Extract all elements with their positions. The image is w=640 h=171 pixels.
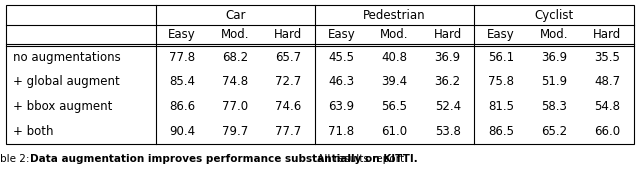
Text: 75.8: 75.8 <box>488 75 514 88</box>
Text: 35.5: 35.5 <box>594 51 620 64</box>
Text: Hard: Hard <box>275 28 303 41</box>
Text: 54.8: 54.8 <box>594 100 620 113</box>
Text: 53.8: 53.8 <box>435 125 461 138</box>
Text: 85.4: 85.4 <box>169 75 195 88</box>
Text: 65.7: 65.7 <box>275 51 301 64</box>
Text: 58.3: 58.3 <box>541 100 567 113</box>
Text: 40.8: 40.8 <box>381 51 408 64</box>
Text: 86.5: 86.5 <box>488 125 514 138</box>
Text: Car: Car <box>225 9 246 22</box>
Text: 79.7: 79.7 <box>222 125 248 138</box>
Text: ble 2:: ble 2: <box>0 154 33 164</box>
Text: 71.8: 71.8 <box>328 125 355 138</box>
Text: 45.5: 45.5 <box>328 51 355 64</box>
Text: Cyclist: Cyclist <box>534 9 573 22</box>
Text: 63.9: 63.9 <box>328 100 355 113</box>
Text: Hard: Hard <box>593 28 621 41</box>
Text: 56.1: 56.1 <box>488 51 514 64</box>
Text: + bbox augment: + bbox augment <box>13 100 112 113</box>
Text: 36.9: 36.9 <box>435 51 461 64</box>
Text: Easy: Easy <box>487 28 515 41</box>
Text: 66.0: 66.0 <box>594 125 620 138</box>
Text: 36.2: 36.2 <box>435 75 461 88</box>
Text: 56.5: 56.5 <box>381 100 408 113</box>
Text: 77.0: 77.0 <box>222 100 248 113</box>
Text: 74.8: 74.8 <box>222 75 248 88</box>
Text: Pedestrian: Pedestrian <box>364 9 426 22</box>
Text: 48.7: 48.7 <box>594 75 620 88</box>
Text: 77.7: 77.7 <box>275 125 301 138</box>
Text: no augmentations: no augmentations <box>13 51 120 64</box>
Text: + both: + both <box>13 125 53 138</box>
Text: Data augmentation improves performance substantially on KITTI.: Data augmentation improves performance s… <box>31 154 418 164</box>
Text: + global augment: + global augment <box>13 75 120 88</box>
Text: 65.2: 65.2 <box>541 125 567 138</box>
Text: 61.0: 61.0 <box>381 125 408 138</box>
Text: Mod.: Mod. <box>221 28 250 41</box>
Text: 86.6: 86.6 <box>169 100 195 113</box>
Text: 72.7: 72.7 <box>275 75 301 88</box>
Text: 90.4: 90.4 <box>169 125 195 138</box>
Text: 52.4: 52.4 <box>435 100 461 113</box>
Text: Easy: Easy <box>168 28 196 41</box>
Text: 81.5: 81.5 <box>488 100 514 113</box>
Text: Mod.: Mod. <box>540 28 568 41</box>
Text: 36.9: 36.9 <box>541 51 567 64</box>
Text: 39.4: 39.4 <box>381 75 408 88</box>
Text: 74.6: 74.6 <box>275 100 301 113</box>
Text: 46.3: 46.3 <box>328 75 355 88</box>
Text: 68.2: 68.2 <box>222 51 248 64</box>
Text: 51.9: 51.9 <box>541 75 567 88</box>
Text: Mod.: Mod. <box>380 28 409 41</box>
Text: Easy: Easy <box>328 28 355 41</box>
Text: Hard: Hard <box>433 28 462 41</box>
Text: All results report: All results report <box>314 154 404 164</box>
Text: 77.8: 77.8 <box>169 51 195 64</box>
